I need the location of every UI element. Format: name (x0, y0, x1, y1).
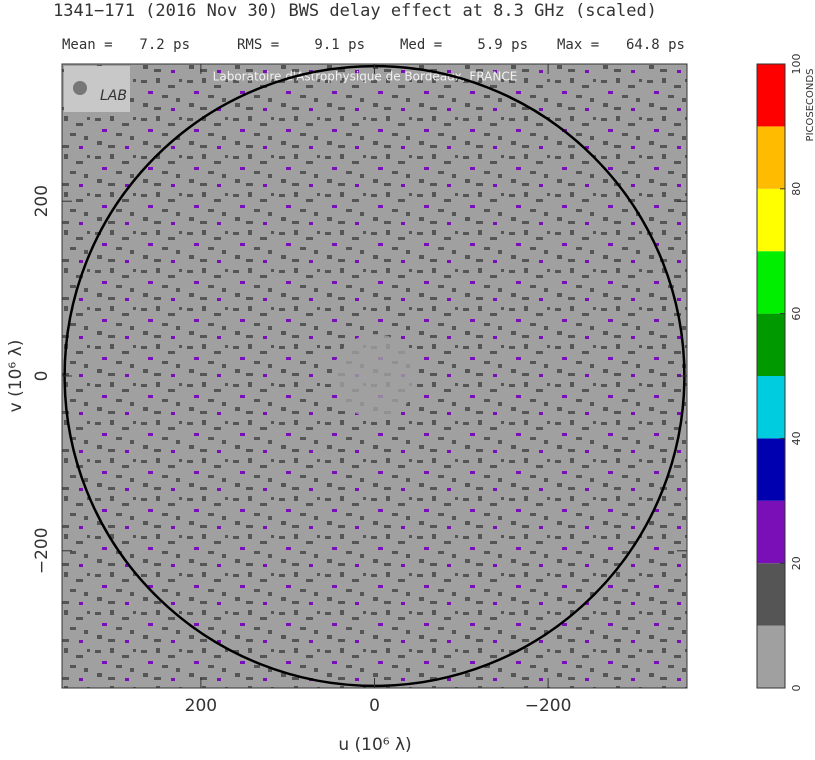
colorbar-tick-label: 0 (790, 685, 803, 692)
stat-value: 5.9 ps (477, 37, 528, 53)
colorbar-bin (757, 376, 785, 439)
colorbar-bin (757, 563, 785, 626)
colorbar-bin (757, 500, 785, 564)
stat-value: 7.2 ps (139, 37, 190, 53)
colorbar-bin (757, 438, 785, 501)
colorbar-label: PICOSECONDS (805, 69, 815, 142)
colorbar-tick-label: 40 (790, 431, 803, 445)
y-tick-label: 0 (32, 371, 52, 382)
stat-label: Mean = (62, 37, 113, 53)
x-tick-label: 200 (185, 696, 217, 716)
center-blank (333, 334, 417, 418)
colorbar-bin (757, 625, 785, 688)
logo-text: LAB (100, 88, 127, 104)
x-tick-label: −200 (525, 696, 572, 716)
x-tick-label: 0 (369, 696, 380, 716)
colorbar-bin (757, 188, 785, 252)
colorbar-tick-label: 20 (790, 556, 803, 570)
stat-value: 9.1 ps (314, 37, 365, 53)
logo: LAB (64, 66, 130, 112)
x-axis-label: u (10⁶ λ) (338, 735, 411, 755)
stat-label: Med = (400, 37, 442, 53)
colorbar-tick-label: 100 (790, 54, 803, 75)
stat-value: 64.8 ps (626, 37, 685, 53)
y-axis-label: v (10⁶ λ) (6, 340, 26, 413)
colorbar-bin (757, 313, 785, 376)
colorbar-bin (757, 126, 785, 189)
colorbar-tick-label: 80 (790, 182, 803, 196)
y-tick-label: −200 (32, 527, 52, 574)
colorbar-tick-label: 60 (790, 307, 803, 321)
y-tick-label: 200 (32, 185, 52, 217)
stat-label: Max = (557, 37, 599, 53)
colorbar-bin (757, 251, 785, 314)
chart-title: 1341−171 (2016 Nov 30) BWS delay effect … (53, 1, 657, 21)
stat-label: RMS = (237, 37, 279, 53)
colorbar-bin (757, 64, 785, 127)
colorbar-frame (756, 63, 786, 689)
